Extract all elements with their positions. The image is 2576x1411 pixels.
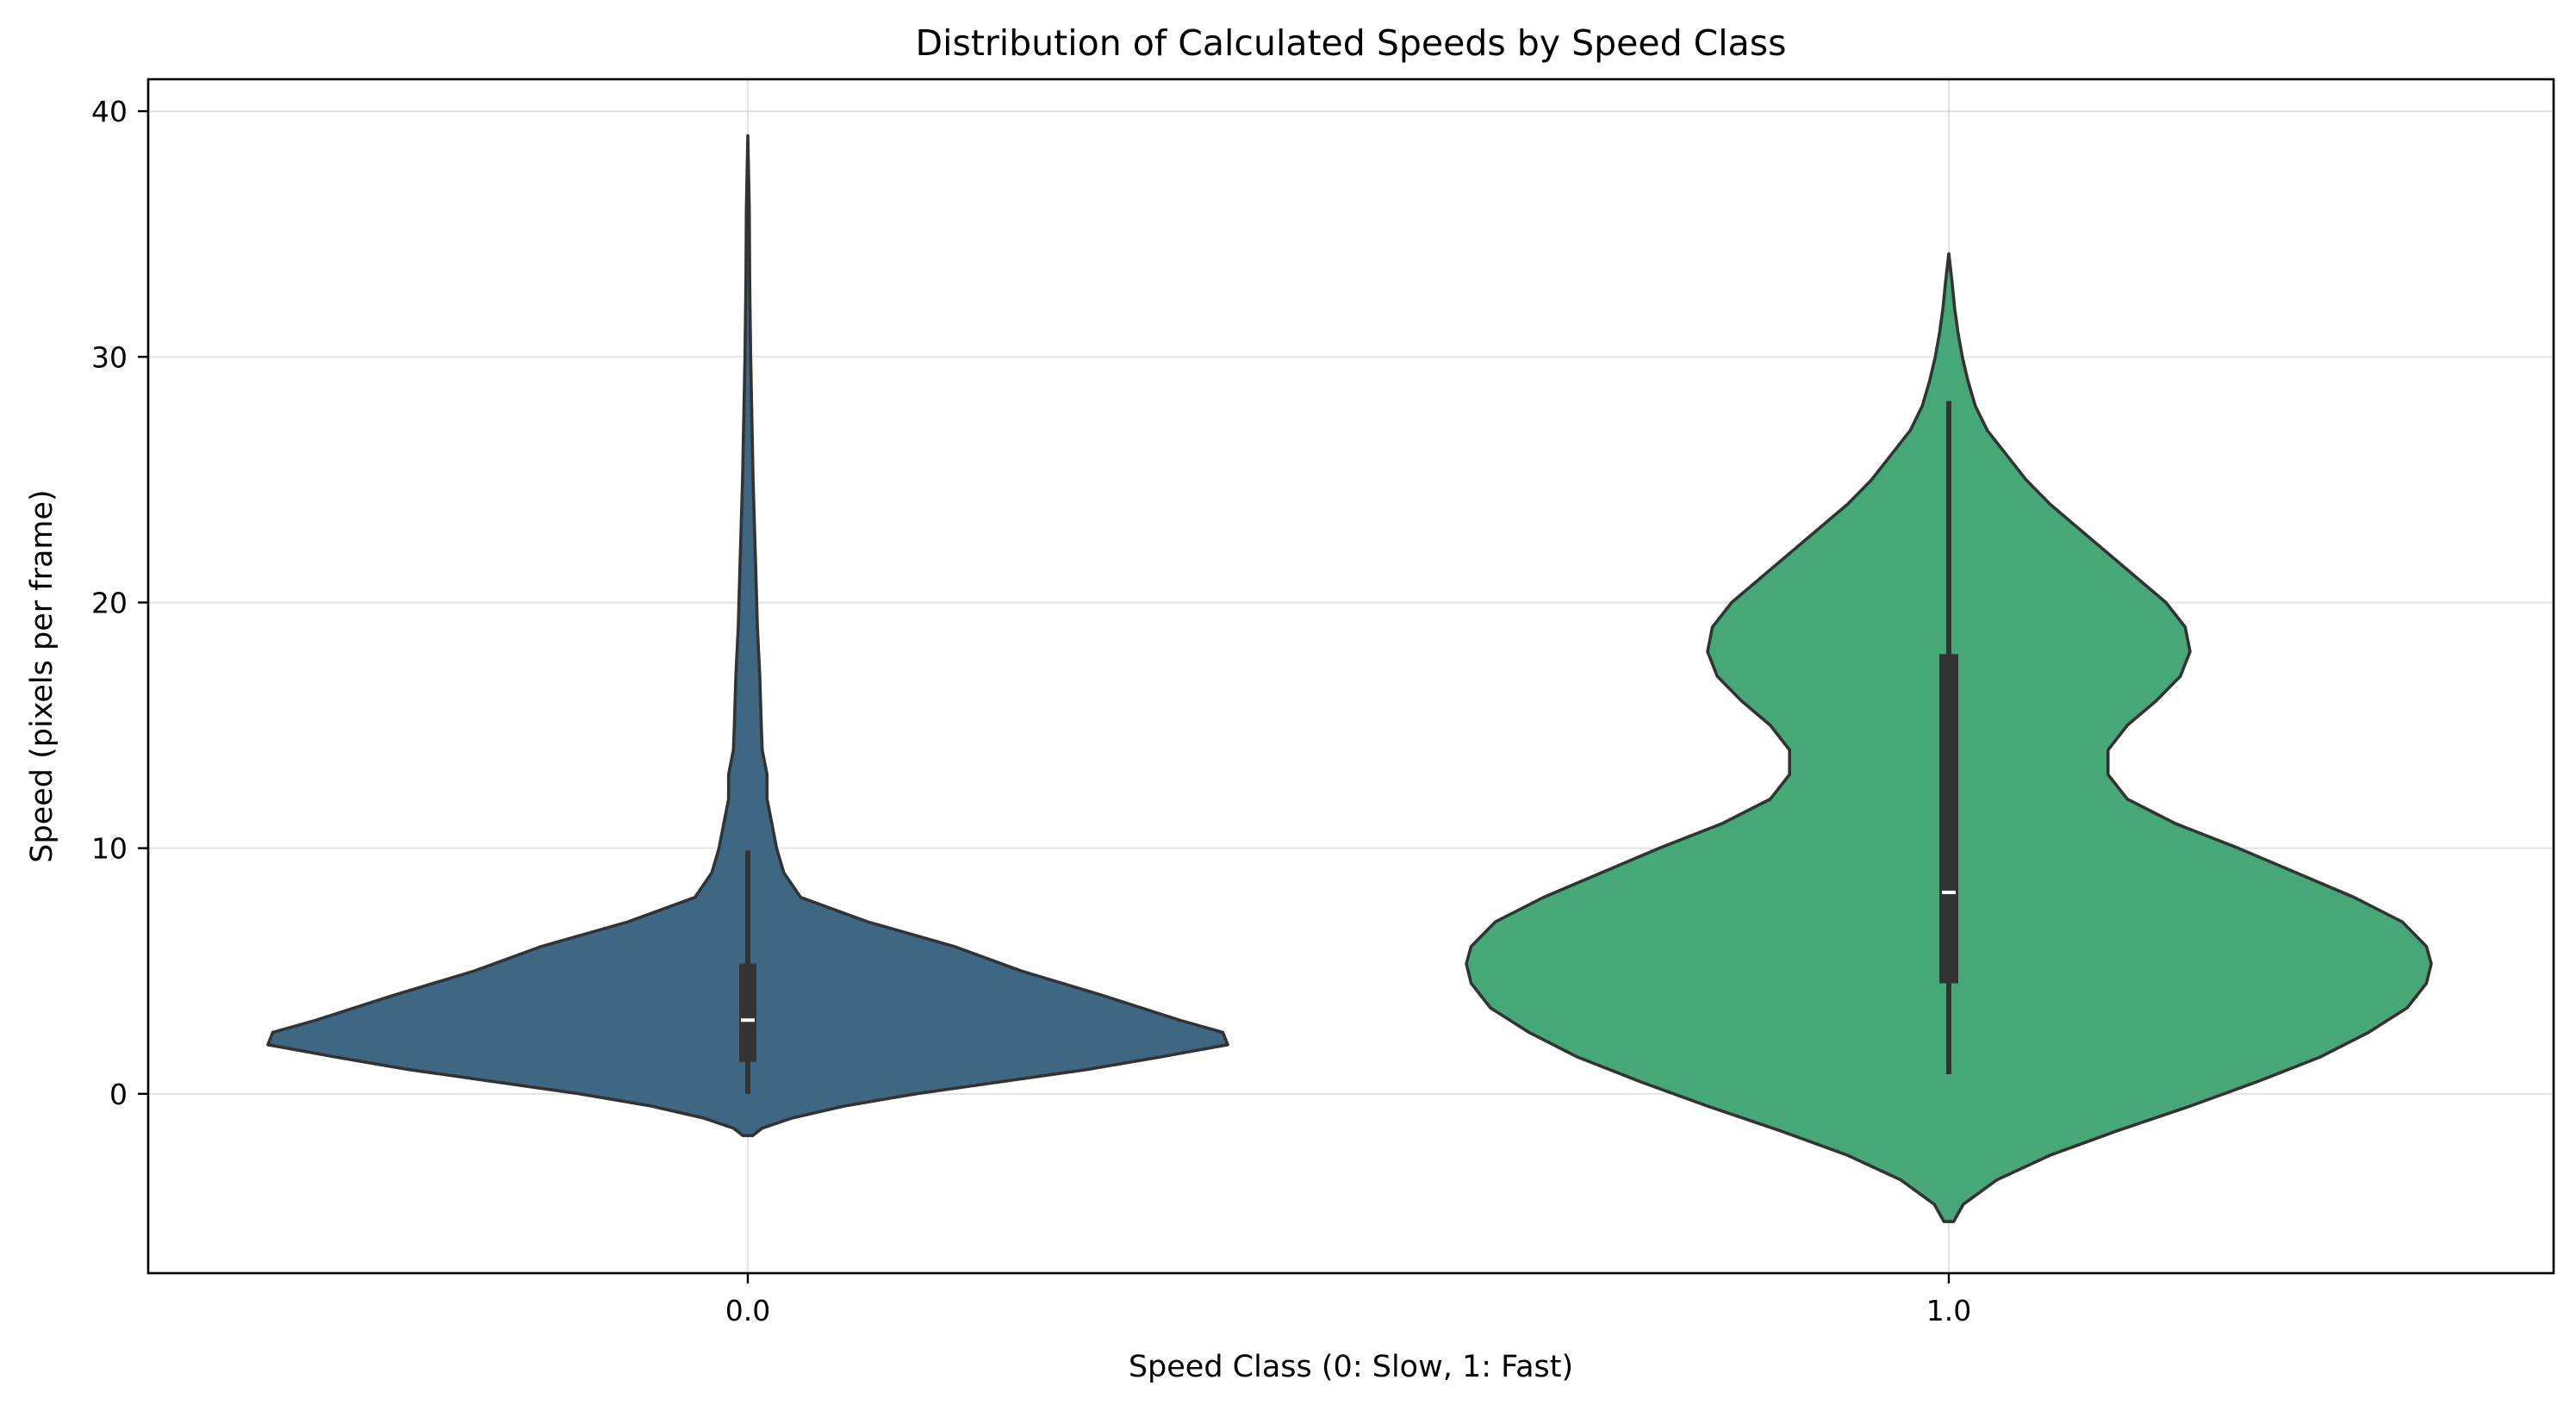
violins — [266, 134, 2433, 1223]
violin-iqr-box — [1939, 654, 1958, 984]
x-tick-label: 0.0 — [725, 1294, 770, 1327]
chart-title: Distribution of Calculated Speeds by Spe… — [916, 22, 1787, 64]
violin-iqr-box — [739, 963, 756, 1062]
axis-ticks: 0 10 20 30 40 0.0 1.0 — [91, 95, 1971, 1327]
y-tick-label: 10 — [91, 832, 128, 866]
y-tick-label: 30 — [91, 340, 128, 374]
violin-body — [266, 134, 1229, 1138]
x-tick-label: 1.0 — [1926, 1294, 1971, 1327]
y-tick-label: 20 — [91, 586, 128, 619]
violin-1.0 — [1465, 252, 2433, 1223]
x-axis-label: Speed Class (0: Slow, 1: Fast) — [1129, 1350, 1573, 1384]
y-axis-label: Speed (pixels per frame) — [25, 489, 59, 862]
violin-0.0 — [266, 134, 1229, 1138]
plot-frame — [146, 78, 2555, 1275]
y-tick-label: 0 — [109, 1078, 128, 1111]
y-tick-label: 40 — [91, 95, 128, 128]
